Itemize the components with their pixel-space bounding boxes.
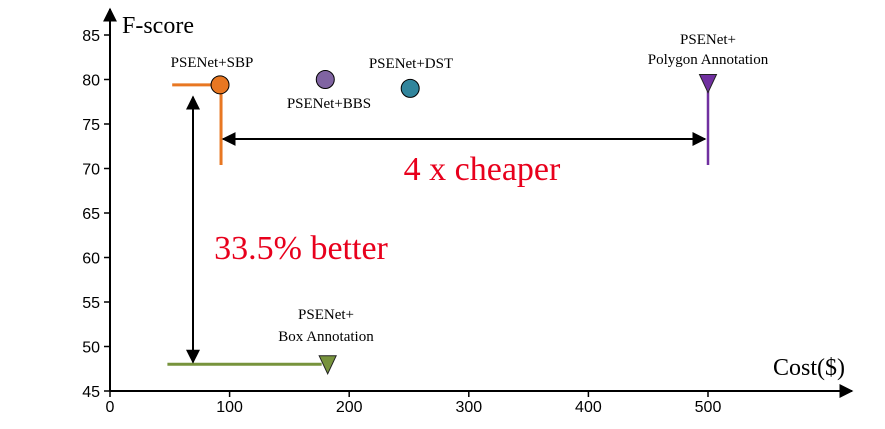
y-tick-label: 70: [82, 162, 100, 179]
point-label-2: PSENet+DST: [369, 56, 453, 72]
point-label-3: PSENet+: [680, 32, 736, 48]
point-marker-1: [315, 70, 335, 89]
x-tick-label: 200: [336, 399, 363, 416]
point-label-1: PSENet+BBS: [287, 96, 371, 112]
y-tick-label: 65: [82, 206, 100, 223]
point-label-0: PSENet+SBP: [171, 55, 254, 71]
y-axis-title: F-score: [122, 13, 194, 39]
annotation-cheaper: 4 x cheaper: [404, 151, 561, 188]
x-tick-label: 0: [106, 399, 115, 416]
point-marker-3: [698, 74, 718, 94]
x-tick-label: 100: [216, 399, 243, 416]
y-tick-label: 55: [82, 295, 100, 312]
point-label-4: Box Annotation: [278, 329, 374, 345]
y-tick-label: 80: [82, 73, 100, 90]
point-marker-2: [400, 78, 420, 98]
y-tick-label: 85: [82, 28, 100, 45]
point-label-4: PSENet+: [298, 307, 354, 323]
y-tick-label: 50: [82, 340, 100, 357]
point-label-3: Polygon Annotation: [648, 52, 769, 68]
x-tick-label: 500: [695, 399, 722, 416]
x-tick-label: 300: [455, 399, 482, 416]
y-tick-label: 75: [82, 117, 100, 134]
point-marker-4: [318, 355, 337, 375]
annotation-better: 33.5% better: [214, 230, 388, 267]
x-axis-title: Cost($): [773, 355, 845, 381]
y-tick-label: 60: [82, 251, 100, 268]
y-tick-label: 45: [82, 384, 100, 401]
x-tick-label: 400: [575, 399, 602, 416]
point-marker-0: [210, 75, 230, 95]
